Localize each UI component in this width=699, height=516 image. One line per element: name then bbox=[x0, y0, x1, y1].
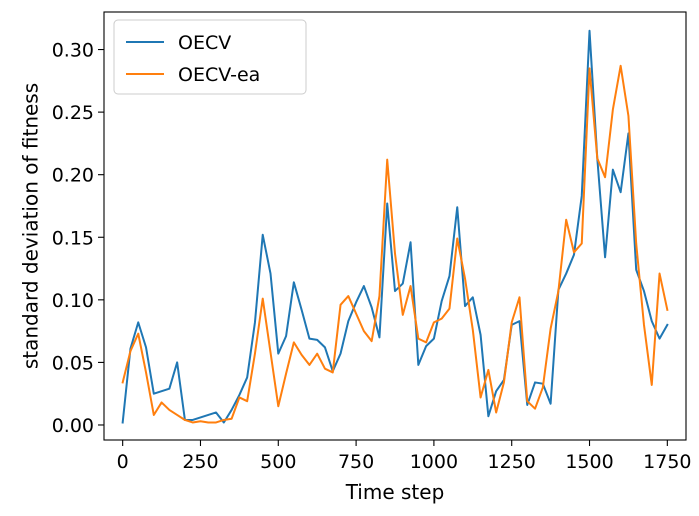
y-tick-label: 0.15 bbox=[52, 227, 94, 249]
x-axis-label: Time step bbox=[345, 480, 445, 504]
axes-frame bbox=[103, 11, 687, 441]
x-tick-label: 1000 bbox=[410, 451, 458, 473]
series-line-2 bbox=[121, 64, 669, 424]
legend-label-2: OECV-ea bbox=[178, 64, 260, 86]
series-line-1 bbox=[121, 29, 669, 424]
x-tick-label: 1750 bbox=[643, 451, 691, 473]
series-layer bbox=[121, 29, 669, 424]
x-tick-label: 0 bbox=[117, 451, 129, 473]
y-tick-label: 0.00 bbox=[52, 415, 94, 437]
y-tick-label: 0.25 bbox=[52, 102, 94, 124]
axes-layer: 0 250 500 750 1000 1250 1500 1750 0.00 0.05 0.10 0.… bbox=[52, 11, 692, 473]
x-tick-label: 500 bbox=[260, 451, 296, 473]
x-tick-label: 250 bbox=[182, 451, 218, 473]
x-tick-label: 750 bbox=[338, 451, 374, 473]
legend-box bbox=[113, 19, 307, 95]
legend-label-1: OECV bbox=[178, 32, 231, 54]
x-tick-label: 1500 bbox=[565, 451, 613, 473]
x-tick-label: 1250 bbox=[488, 451, 536, 473]
y-tick-label: 0.20 bbox=[52, 165, 94, 187]
y-tick-label: 0.10 bbox=[52, 290, 94, 312]
y-axis-label: standard deviation of fitness bbox=[19, 83, 43, 369]
y-tick-label: 0.30 bbox=[52, 40, 94, 62]
legend: OECV OECV-ea bbox=[113, 19, 307, 95]
y-tick-label: 0.05 bbox=[52, 352, 94, 374]
